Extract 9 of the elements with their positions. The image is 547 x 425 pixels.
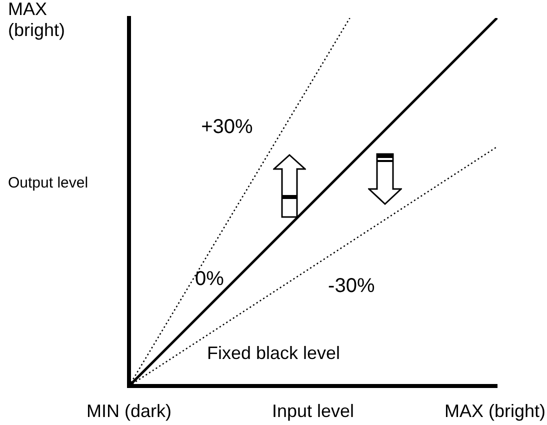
series-label: +30% <box>201 116 253 138</box>
y-axis-title: Output level <box>8 174 88 192</box>
text: MIN (dark) <box>86 400 172 421</box>
series-label: 0% <box>195 268 224 290</box>
series-label: -30% <box>328 274 375 297</box>
text: MAX (bright) <box>444 400 546 421</box>
text: MAX (bright) <box>8 0 66 40</box>
annotation: Fixed black level <box>207 342 340 363</box>
x-axis-title: Input level <box>272 400 354 421</box>
